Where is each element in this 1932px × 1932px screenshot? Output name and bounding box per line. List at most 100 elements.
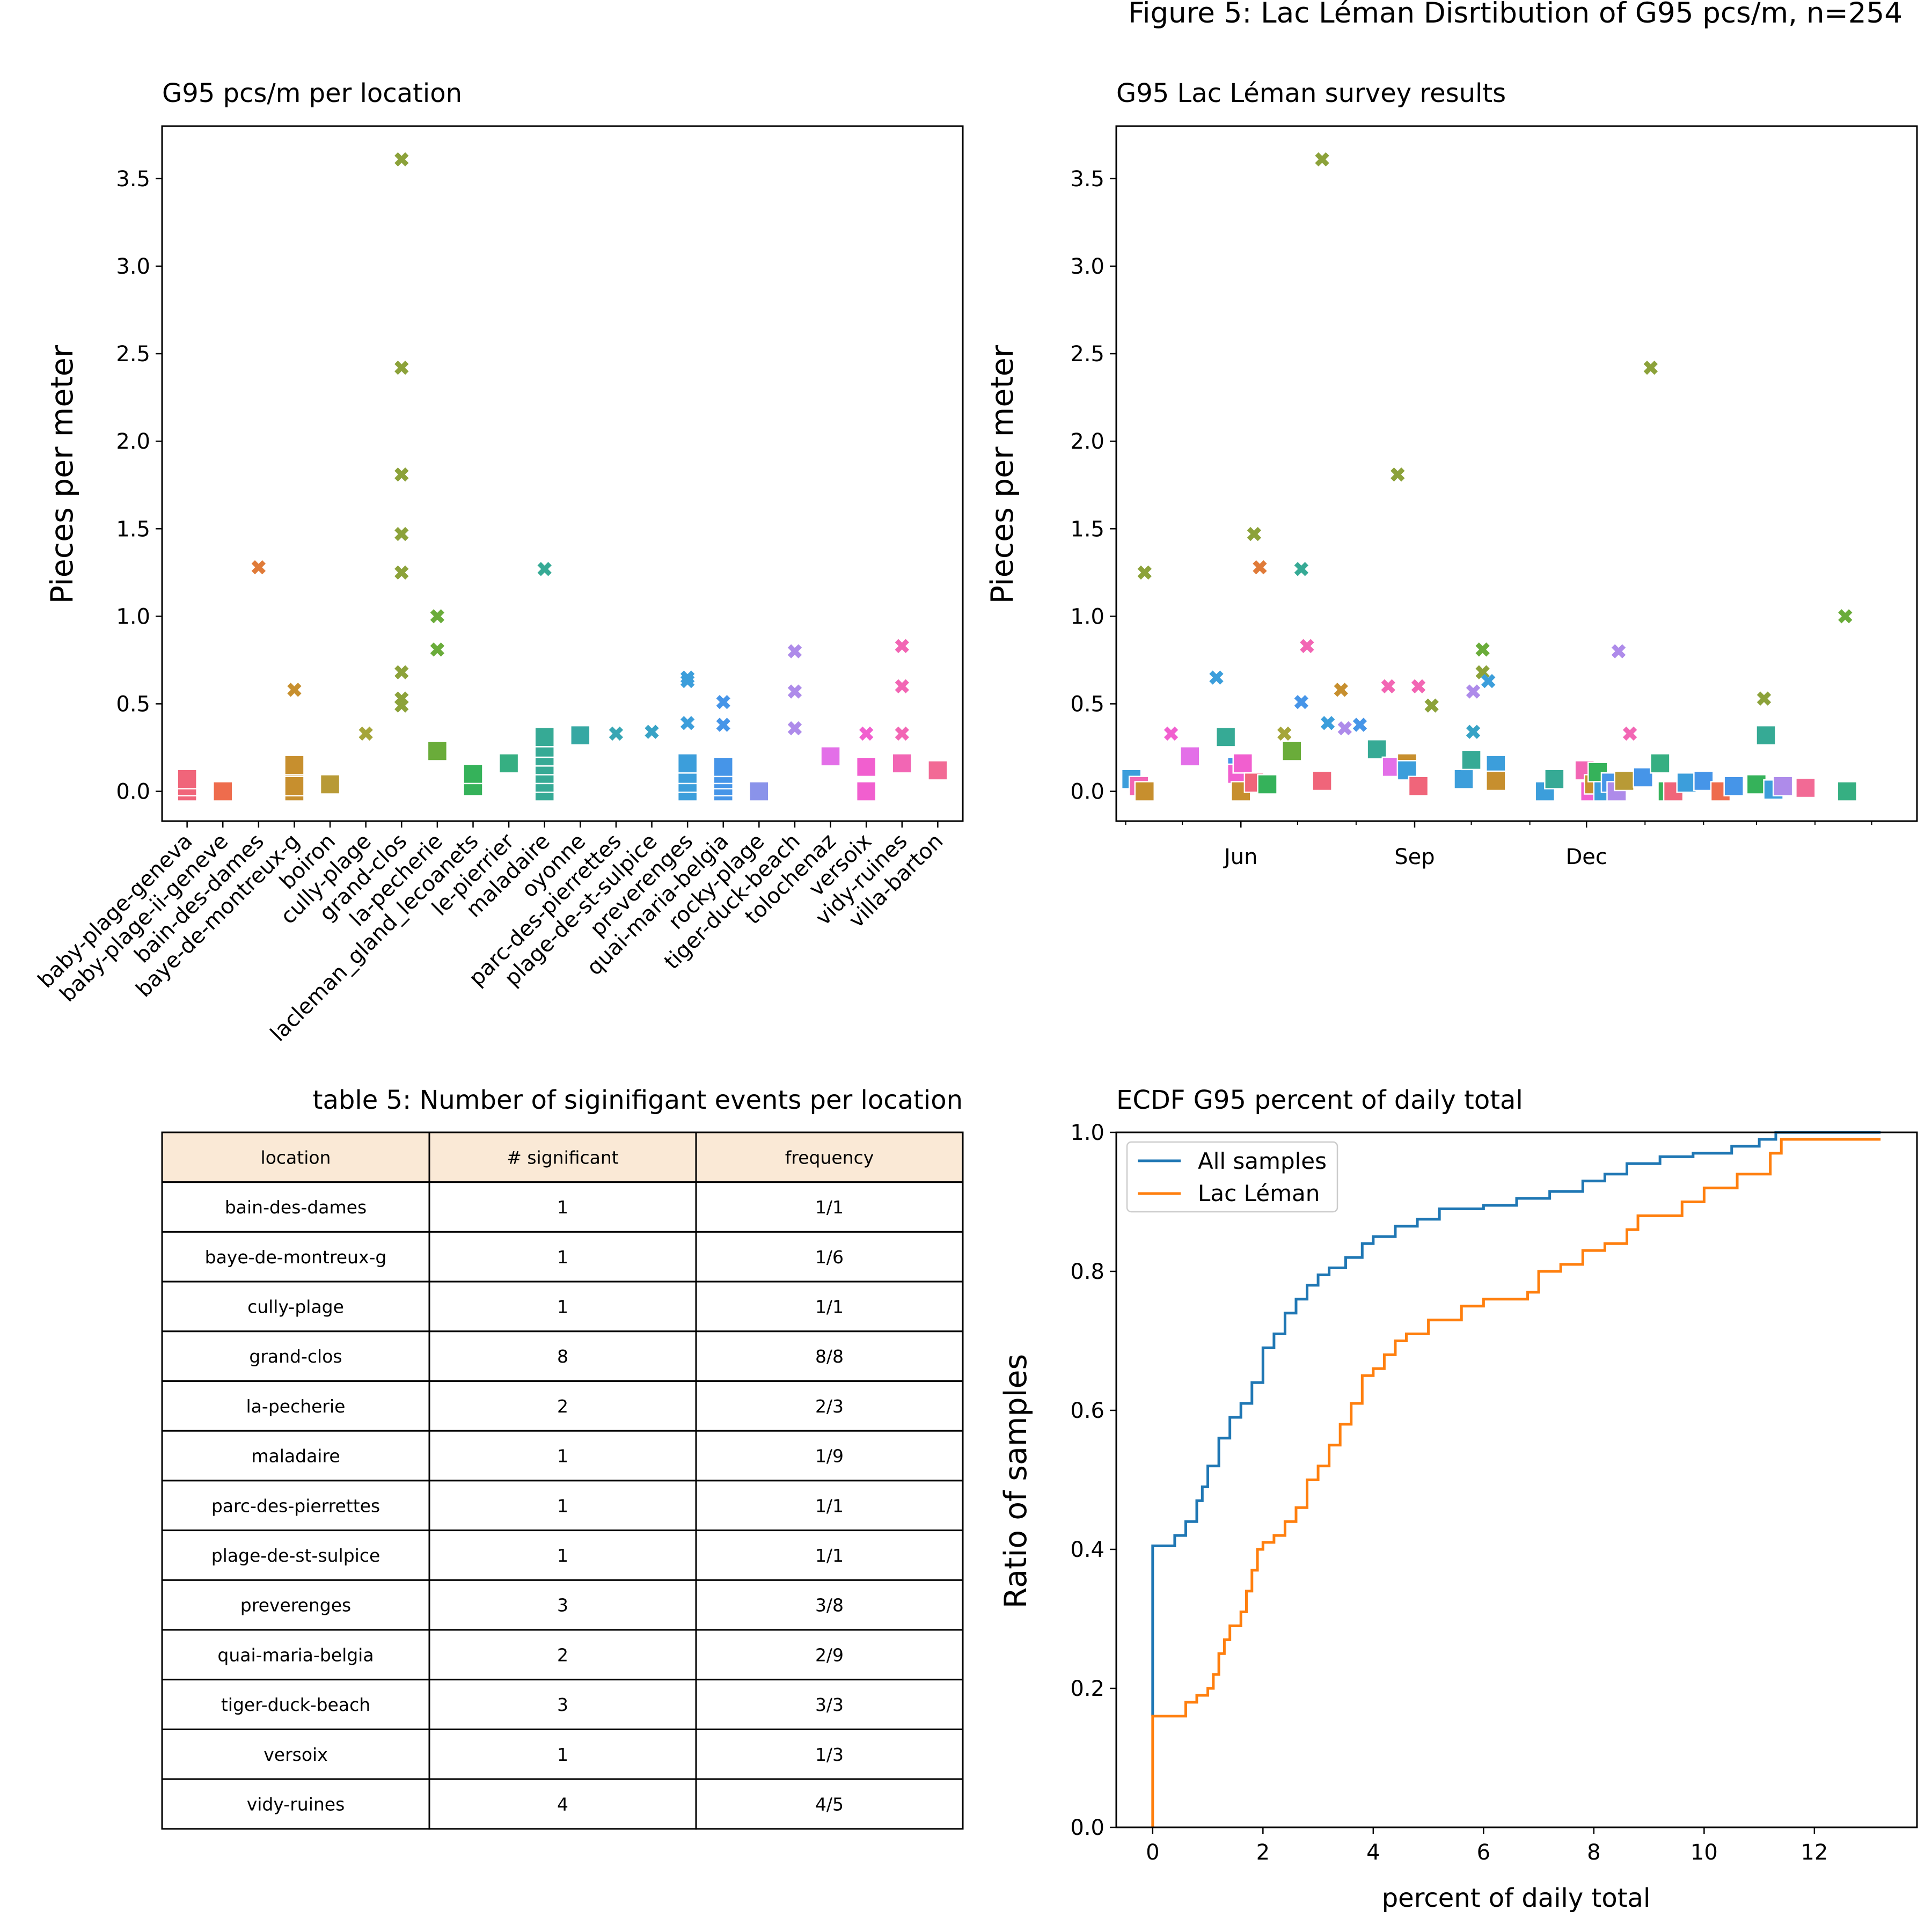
point-significant-grand-clos-b bbox=[394, 467, 409, 482]
table-cell-text: 1/1 bbox=[815, 1197, 844, 1218]
point-significant-cully-plage bbox=[358, 726, 373, 741]
survey-point-significant-la-pecherie-b bbox=[1838, 609, 1853, 624]
y-tick-label: 2.0 bbox=[116, 429, 150, 454]
point-significant-preverenges-b bbox=[680, 674, 695, 689]
survey-point-significant-tiger-duck-beach bbox=[1611, 644, 1626, 658]
point-significant-quai-maria-belgia-b bbox=[716, 695, 730, 709]
survey-point-significant-quai-maria-belgia-b bbox=[1352, 718, 1367, 732]
y-tick-label: 1.0 bbox=[116, 604, 150, 629]
point-significant-tiger-duck-beach bbox=[787, 684, 802, 699]
survey-point-significant-grand-clos-b bbox=[1137, 565, 1152, 580]
survey-point-significant-vidy-ruines-b bbox=[1381, 679, 1395, 694]
location-scatter-panel: G95 pcs/m per location Pieces per meter … bbox=[33, 78, 964, 1046]
survey-point-maladaire bbox=[1366, 739, 1387, 760]
survey-point-significant-maladaire-b bbox=[1294, 562, 1309, 576]
table-cell-text: baye-de-montreux-g bbox=[205, 1247, 387, 1268]
location-scatter-ylabel: Pieces per meter bbox=[45, 345, 80, 604]
y-tick-label: 0.5 bbox=[116, 692, 150, 716]
survey-point-significant-vidy-ruines-b bbox=[1411, 679, 1426, 694]
point-significant-plage-de-st-sulpice bbox=[645, 724, 659, 739]
table-header-cell bbox=[161, 1131, 430, 1183]
table-cell bbox=[695, 1529, 964, 1581]
survey-point-significant-baye-de-montreux-g bbox=[1334, 683, 1348, 697]
table-header-1: # significant bbox=[507, 1147, 619, 1168]
point-significant-quai-maria-belgia bbox=[716, 695, 730, 709]
y-tick-label: 2.5 bbox=[116, 342, 150, 367]
table-cell bbox=[695, 1778, 964, 1830]
table-cell-text: 2/3 bbox=[815, 1396, 844, 1417]
table-cell bbox=[161, 1330, 430, 1382]
table-cell-text: versoix bbox=[264, 1744, 327, 1765]
point-significant-tiger-duck-beach bbox=[787, 721, 802, 736]
point-significant-quai-maria-belgia bbox=[716, 718, 730, 732]
point-significant-maladaire-b bbox=[537, 562, 552, 576]
y-tick-label: 0.4 bbox=[1070, 1538, 1104, 1562]
point-significant-tiger-duck-beach bbox=[787, 644, 802, 658]
y-tick-label: 3.0 bbox=[1070, 254, 1104, 279]
point-significant-preverenges-b bbox=[680, 670, 695, 685]
survey-point-baby-plage-geneva bbox=[1312, 770, 1333, 792]
point-significant-versoix-b bbox=[859, 726, 874, 741]
table-cell bbox=[161, 1280, 430, 1333]
point-significant-grand-clos bbox=[394, 467, 409, 482]
table-cell-text: tiger-duck-beach bbox=[221, 1694, 370, 1715]
point-significant-grand-clos-b bbox=[394, 360, 409, 375]
point-significant-baye-de-montreux-g bbox=[287, 683, 302, 697]
point-significant-grand-clos-b bbox=[394, 565, 409, 580]
ecdf-frame bbox=[1115, 1131, 1918, 1828]
point-quai-maria-belgia bbox=[713, 756, 734, 778]
table-cell bbox=[428, 1480, 697, 1532]
point-la-pecherie bbox=[427, 741, 448, 762]
point-significant-bain-des-dames bbox=[251, 560, 266, 575]
table-cell bbox=[428, 1629, 697, 1681]
y-tick-label: 2.5 bbox=[1070, 342, 1104, 367]
table-cell-text: 2/9 bbox=[815, 1644, 844, 1665]
point-significant-grand-clos-b bbox=[394, 665, 409, 679]
table-cell-text: 2 bbox=[557, 1644, 568, 1665]
figure-title: Figure 5: Lac Léman Disrtibution of G95 … bbox=[1128, 0, 1902, 30]
point-significant-la-pecherie-b bbox=[430, 609, 445, 624]
ecdf-ylabel: Ratio of samples bbox=[998, 1354, 1034, 1608]
point-significant-vidy-ruines-b bbox=[895, 726, 909, 741]
point-significant-preverenges bbox=[680, 716, 695, 730]
point-significant-versoix bbox=[859, 726, 874, 741]
table-cell-text: 1 bbox=[557, 1296, 568, 1317]
point-significant-preverenges bbox=[680, 670, 695, 685]
table-cell-text: 1/3 bbox=[815, 1744, 844, 1765]
point-significant-la-pecherie-b bbox=[430, 642, 445, 657]
point-significant-vidy-ruines bbox=[895, 639, 909, 653]
ecdf-panel: ECDF G95 percent of daily total percent … bbox=[998, 1085, 1918, 1913]
ecdf-line-all-samples bbox=[1151, 1131, 1881, 1716]
survey-point-maladaire bbox=[1755, 724, 1776, 746]
table-cell-text: 1/1 bbox=[815, 1296, 844, 1317]
point-rocky-plage bbox=[749, 781, 770, 802]
survey-point-significant-vidy-ruines bbox=[1381, 679, 1395, 694]
table-cell-text: cully-plage bbox=[247, 1296, 344, 1317]
y-tick-label: 3.0 bbox=[116, 254, 150, 279]
x-tick-label: 6 bbox=[1477, 1840, 1490, 1865]
survey-point-quai-maria-belgia bbox=[1723, 775, 1744, 797]
table-cell bbox=[428, 1778, 697, 1830]
point-significant-vidy-ruines bbox=[895, 726, 909, 741]
point-baby-plage-ii-geneve bbox=[212, 781, 233, 802]
y-tick-label: 0.0 bbox=[116, 780, 150, 804]
location-scatter-frame bbox=[161, 125, 964, 822]
survey-point-significant-grand-clos-b bbox=[1391, 467, 1405, 482]
x-tick-label: 12 bbox=[1801, 1840, 1828, 1865]
y-tick-label: 1.0 bbox=[1070, 1121, 1104, 1145]
survey-point-significant-grand-clos-b bbox=[1247, 526, 1262, 541]
table-cell-text: 1 bbox=[557, 1545, 568, 1566]
survey-point-maladaire bbox=[1461, 749, 1482, 771]
survey-point-le-pierrier bbox=[1650, 753, 1671, 774]
y-tick-label: 0.5 bbox=[1070, 692, 1104, 716]
x-tick-label-Jun: Jun bbox=[1223, 845, 1258, 869]
point-significant-vidy-ruines-b bbox=[895, 639, 909, 653]
point-significant-grand-clos bbox=[394, 565, 409, 580]
point-significant-grand-clos-b bbox=[394, 152, 409, 167]
point-significant-tiger-duck-beach-b bbox=[787, 644, 802, 658]
survey-point-significant-grand-clos bbox=[1643, 360, 1658, 375]
table-cell-text: 8 bbox=[557, 1346, 568, 1367]
table-cell bbox=[161, 1231, 430, 1283]
survey-point-preverenges bbox=[1396, 760, 1418, 781]
point-significant-plage-de-st-sulpice-b bbox=[645, 724, 659, 739]
